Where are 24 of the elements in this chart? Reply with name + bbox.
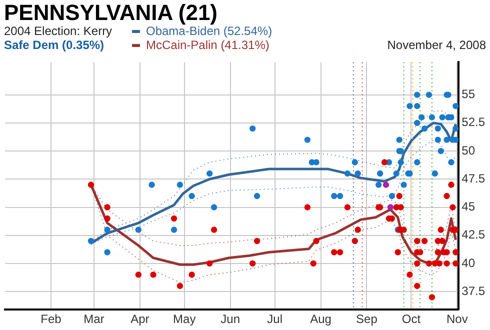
x-tick-label: Jun [220, 312, 240, 326]
text: Safe Dem (0.35%) [4, 38, 104, 52]
y-tick-label: 37.5 [462, 284, 486, 298]
x-tick-label: May [173, 312, 196, 326]
text: November 4, 2008 [387, 38, 486, 52]
chart-title: PENNSYLVANIA (21) [4, 0, 218, 26]
y-tick-label: 45 [462, 200, 476, 214]
x-tick-label: Jul [267, 312, 282, 326]
x-tick-label: Apr [130, 312, 150, 326]
y-tick-label: 52.5 [462, 115, 486, 130]
x-tick-label: Nov [446, 312, 468, 326]
x-tick-label: Mar [84, 312, 104, 326]
x-tick-label: Feb [40, 312, 62, 326]
y-tick-label: 42.5 [462, 228, 486, 242]
x-tick-label: Aug [310, 312, 332, 326]
y-tick-label: 40 [462, 256, 476, 270]
x-tick-label: Sep [356, 312, 378, 326]
y-tick-label: 50 [462, 143, 476, 158]
y-tick-label: 47.5 [462, 171, 486, 186]
y-tick-label: 55 [462, 87, 476, 102]
x-tick-label: Oct [402, 312, 422, 326]
chart-subtitle: 2004 Election: Kerry [4, 24, 112, 38]
legend-label: Obama-Biden (52.54%) [146, 24, 272, 38]
legend-label: McCain-Palin (41.31%) [146, 38, 270, 52]
